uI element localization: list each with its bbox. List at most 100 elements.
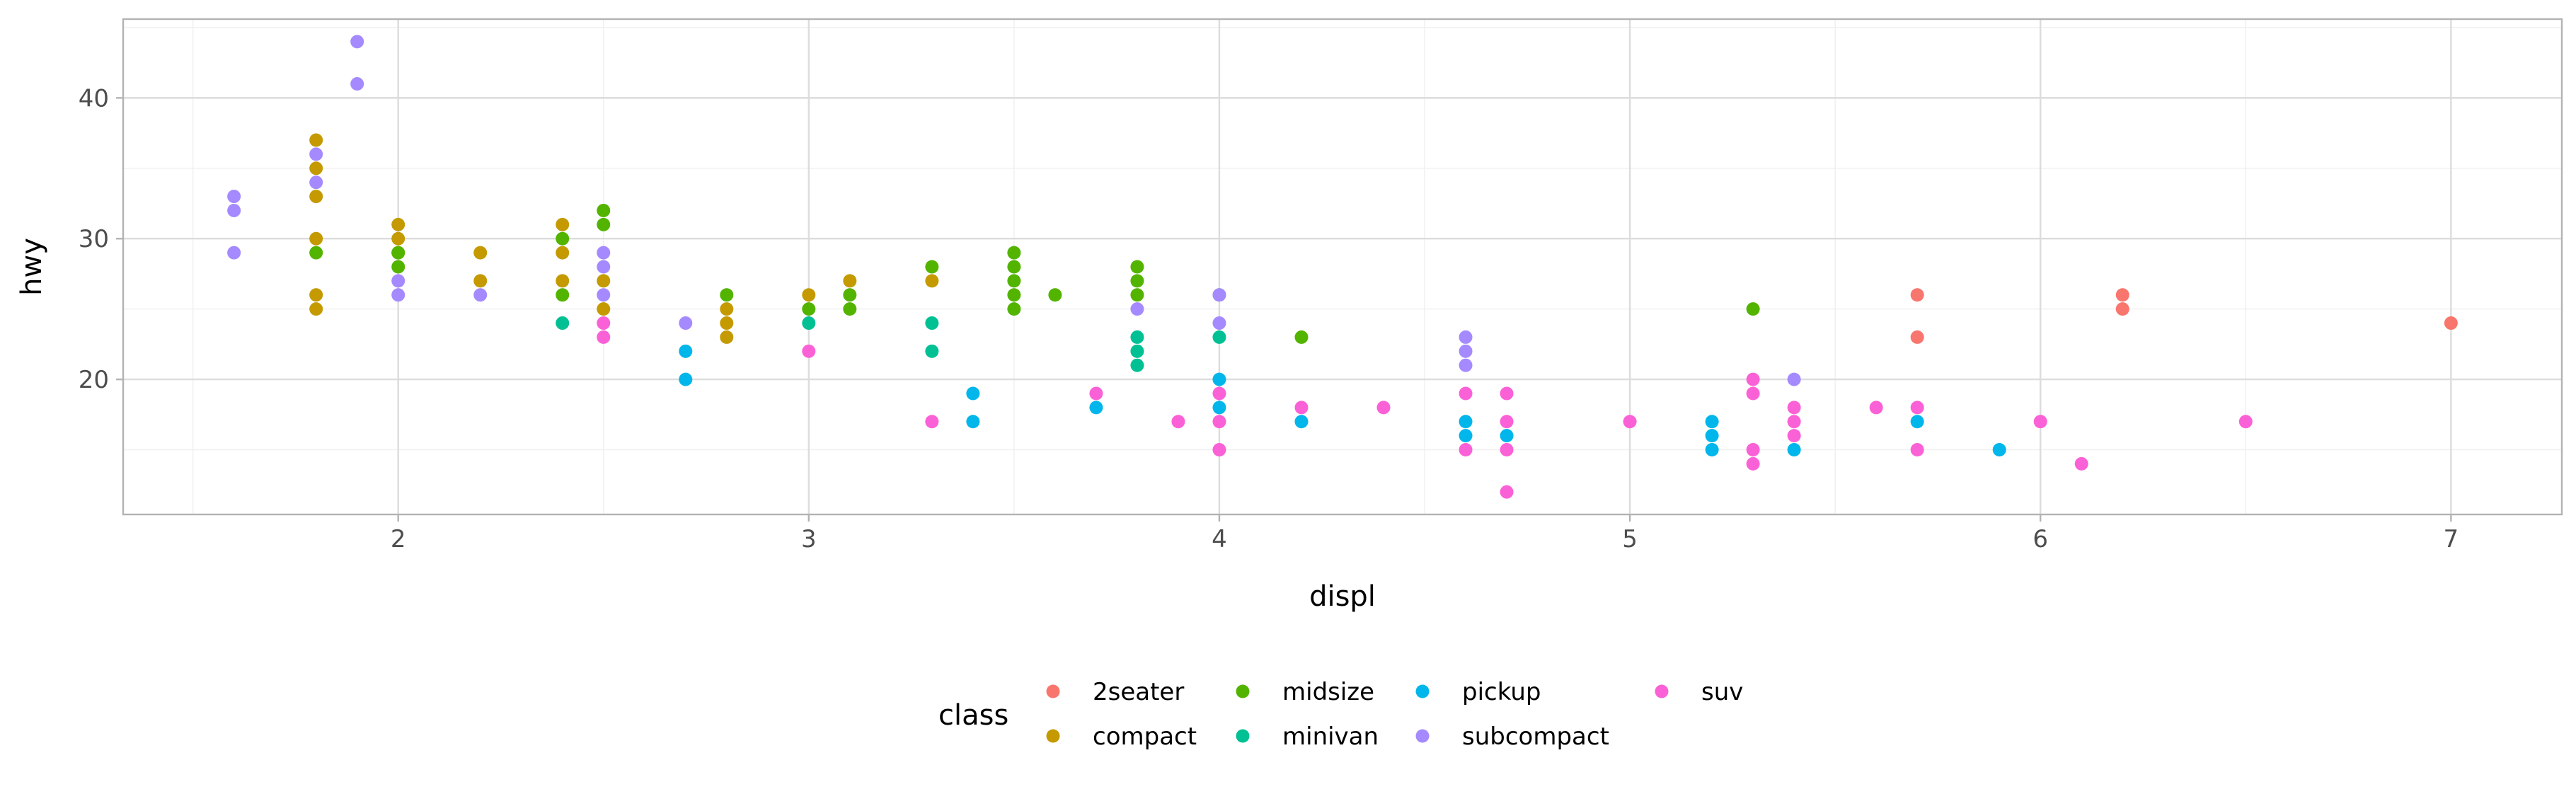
data-point-midsize xyxy=(1130,274,1144,288)
legend-label: minivan xyxy=(1282,723,1379,751)
data-point-suv xyxy=(1212,415,1226,429)
data-point-pickup xyxy=(1705,415,1719,429)
legend-item-minivan: minivan xyxy=(1236,723,1379,751)
data-point-minivan xyxy=(925,316,939,330)
data-point-suv xyxy=(1500,386,1514,401)
data-point-compact xyxy=(720,302,734,316)
data-point-midsize xyxy=(1048,288,1062,302)
legend-item-subcompact: subcompact xyxy=(1415,723,1609,751)
data-point-suv xyxy=(1910,443,1924,457)
data-point-minivan xyxy=(802,316,816,330)
data-point-suv xyxy=(1746,456,1760,471)
data-point-compact xyxy=(925,274,939,288)
data-point-suv xyxy=(1746,386,1760,401)
data-point-subcompact xyxy=(1459,330,1473,344)
data-point-subcompact xyxy=(227,203,241,217)
data-point-suv xyxy=(1089,386,1103,401)
legend-key xyxy=(1046,729,1060,743)
data-point-minivan xyxy=(925,344,939,358)
data-point-compact xyxy=(391,217,406,231)
data-point-pickup xyxy=(679,372,693,386)
data-point-suv xyxy=(1500,443,1514,457)
data-point-compact xyxy=(309,190,323,204)
data-point-midsize xyxy=(1130,260,1144,274)
data-point-subcompact xyxy=(309,176,323,190)
data-point-compact xyxy=(843,274,857,288)
data-point-suv xyxy=(1376,401,1391,415)
data-point-compact xyxy=(720,316,734,330)
data-point-midsize xyxy=(597,203,611,217)
data-point-suv xyxy=(1500,415,1514,429)
data-point-subcompact xyxy=(1212,316,1226,330)
data-point-subcompact xyxy=(227,246,241,260)
legend-item-2seater: 2seater xyxy=(1046,678,1184,706)
data-point-compact xyxy=(309,133,323,147)
data-point-compact xyxy=(597,274,611,288)
data-point-suv xyxy=(2074,456,2088,471)
data-point-midsize xyxy=(309,246,323,260)
data-point-subcompact xyxy=(1459,358,1473,372)
data-point-subcompact xyxy=(1130,302,1144,316)
data-point-suv xyxy=(1787,415,1801,429)
data-point-suv xyxy=(1171,415,1185,429)
data-point-subcompact xyxy=(597,288,611,302)
y-tick-label: 20 xyxy=(79,366,109,394)
data-point-compact xyxy=(309,288,323,302)
data-point-suv xyxy=(1746,443,1760,457)
y-axis-title: hwy xyxy=(16,238,48,296)
data-point-suv xyxy=(1500,485,1514,499)
data-point-subcompact xyxy=(391,288,406,302)
data-point-compact xyxy=(802,288,816,302)
data-point-pickup xyxy=(1459,429,1473,443)
data-point-pickup xyxy=(1787,443,1801,457)
data-point-compact xyxy=(309,302,323,316)
y-tick-label: 40 xyxy=(79,84,109,113)
data-point-pickup xyxy=(1705,429,1719,443)
data-points xyxy=(227,35,2458,499)
data-point-minivan xyxy=(1130,358,1144,372)
data-point-compact xyxy=(309,161,323,176)
data-point-midsize xyxy=(391,260,406,274)
legend: class 2seater compact midsize minivan pickup… xyxy=(938,678,1743,751)
data-point-midsize xyxy=(925,260,939,274)
data-point-subcompact xyxy=(227,190,241,204)
data-point-midsize xyxy=(597,217,611,231)
legend-label: 2seater xyxy=(1093,678,1184,706)
legend-title: class xyxy=(938,699,1008,732)
x-tick-label: 6 xyxy=(2032,525,2048,553)
data-point-midsize xyxy=(556,231,570,246)
data-point-subcompact xyxy=(597,260,611,274)
data-point-midsize xyxy=(1007,288,1021,302)
legend-label: pickup xyxy=(1462,678,1541,706)
data-point-pickup xyxy=(679,344,693,358)
data-point-pickup xyxy=(1705,443,1719,457)
data-point-subcompact xyxy=(1212,288,1226,302)
data-point-suv xyxy=(1212,386,1226,401)
y-tick-label: 30 xyxy=(79,225,109,253)
legend-key xyxy=(1236,729,1250,743)
x-tick-label: 2 xyxy=(391,525,406,553)
legend-key xyxy=(1046,684,1060,698)
data-point-midsize xyxy=(1007,274,1021,288)
legend-label: compact xyxy=(1093,723,1197,751)
data-point-suv xyxy=(1459,386,1473,401)
data-point-midsize xyxy=(1294,330,1309,344)
legend-key xyxy=(1415,729,1430,743)
grid-lines xyxy=(123,19,2562,514)
data-point-suv xyxy=(925,415,939,429)
data-point-suv xyxy=(597,316,611,330)
data-point-compact xyxy=(556,246,570,260)
data-point-midsize xyxy=(843,288,857,302)
data-point-compact xyxy=(720,330,734,344)
data-point-subcompact xyxy=(473,288,488,302)
data-point-suv xyxy=(1787,401,1801,415)
data-point-subcompact xyxy=(597,246,611,260)
data-point-subcompact xyxy=(679,316,693,330)
data-point-midsize xyxy=(1007,260,1021,274)
data-point-suv xyxy=(802,344,816,358)
data-point-subcompact xyxy=(391,274,406,288)
data-point-pickup xyxy=(1212,372,1226,386)
x-tick-label: 7 xyxy=(2444,525,2459,553)
